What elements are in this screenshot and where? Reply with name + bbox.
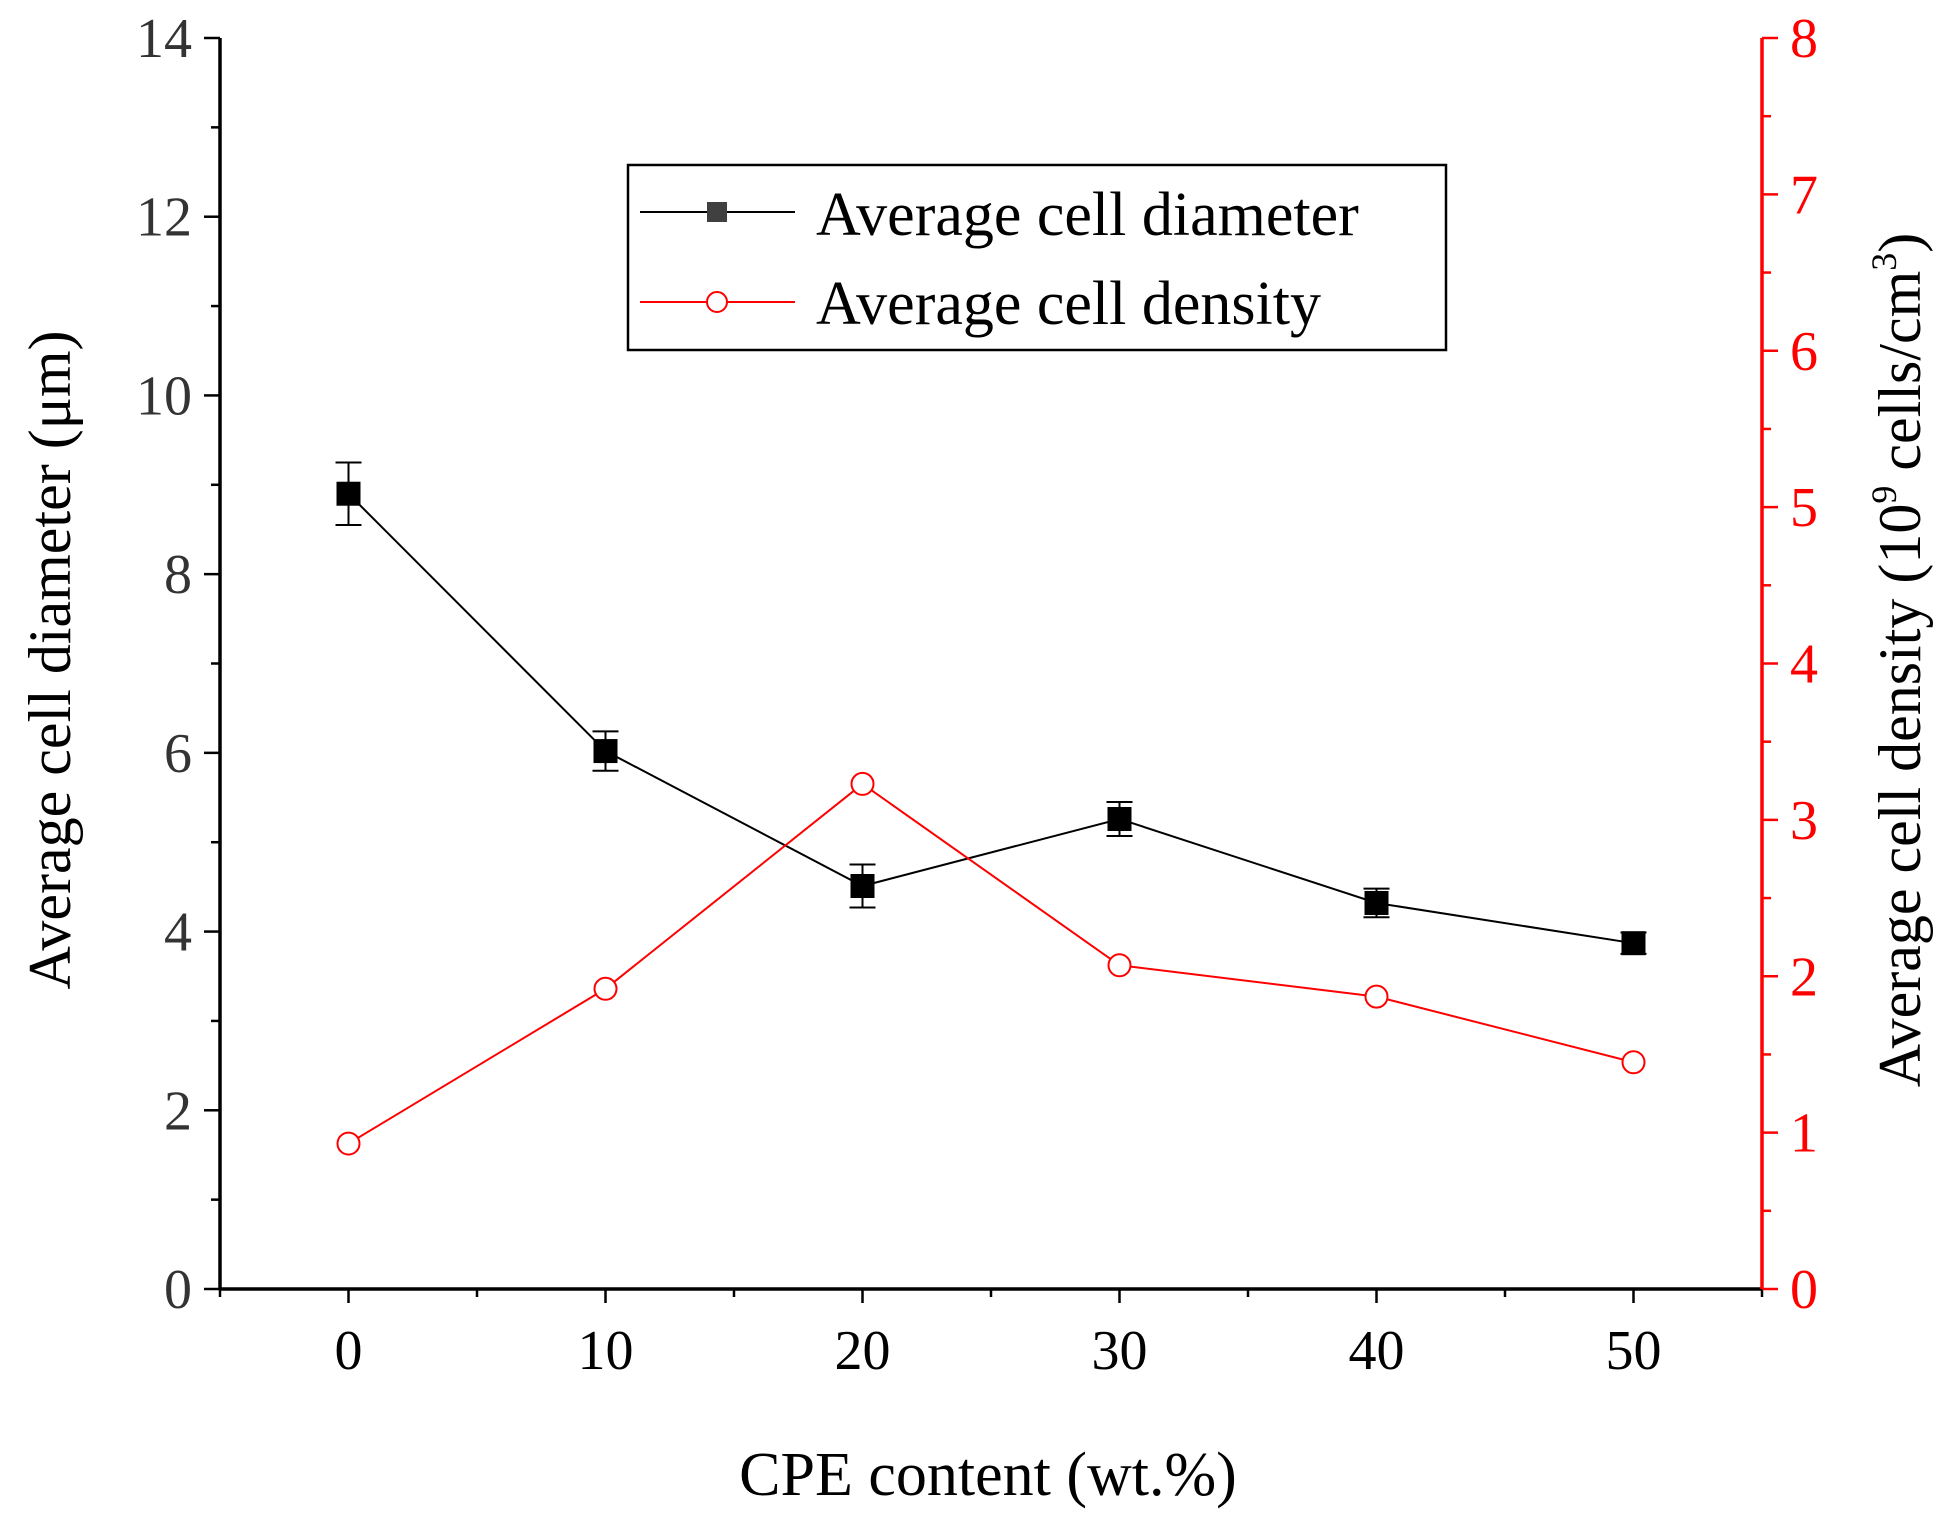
data-point-square <box>1621 931 1646 956</box>
right-y-axis-title-exponent-9: 9 <box>1864 486 1904 504</box>
legend-box <box>626 163 1448 352</box>
left-y-tick-label: 8 <box>164 544 192 606</box>
data-point-square <box>593 739 618 764</box>
right-y-tick-label: 2 <box>1790 946 1818 1008</box>
data-point-square <box>336 481 361 506</box>
right-y-tick-label: 1 <box>1790 1103 1818 1165</box>
data-point-square <box>1364 890 1389 915</box>
left-y-tick-label: 10 <box>136 365 192 427</box>
legend-marker-square <box>707 202 727 222</box>
left-y-tick-label: 0 <box>164 1259 192 1321</box>
legend-marker-circle <box>706 291 728 313</box>
data-point-circle <box>1621 1050 1646 1075</box>
x-axis-title: CPE content (wt.%) <box>739 1441 1237 1509</box>
legend: Average cell diameter Average cell densi… <box>626 163 1448 352</box>
series-line-average-cell-diameter <box>347 493 1634 945</box>
right-y-tick-label: 8 <box>1790 8 1818 70</box>
x-tick-label: 10 <box>578 1320 634 1382</box>
x-tick-label: 30 <box>1092 1320 1148 1382</box>
data-point-circle <box>593 976 618 1001</box>
data-point-square <box>850 873 875 898</box>
right-y-tick-label: 7 <box>1790 164 1818 226</box>
right-y-tick-label: 0 <box>1790 1259 1818 1321</box>
data-point-circle <box>1107 953 1132 978</box>
left-y-tick-label: 6 <box>164 723 192 785</box>
right-y-tick-label: 5 <box>1790 477 1818 539</box>
right-y-axis-title: Average cell density (109 cells/cm3) <box>1864 233 1933 1088</box>
x-tick-label: 50 <box>1606 1320 1662 1382</box>
right-y-axis-ticks: 0 1 2 3 4 5 6 7 8 <box>1762 8 1818 1321</box>
x-tick-label: 0 <box>335 1320 363 1382</box>
legend-label-diameter: Average cell diameter <box>816 181 1359 249</box>
right-y-axis-title-exponent-3: 3 <box>1864 253 1904 271</box>
x-tick-label: 20 <box>835 1320 891 1382</box>
x-tick-label: 40 <box>1349 1320 1405 1382</box>
series-layer <box>335 461 1647 1156</box>
data-point-circle <box>850 771 875 796</box>
left-y-axis-ticks: 0 2 4 6 8 10 12 14 <box>136 8 220 1321</box>
left-y-tick-label: 4 <box>164 902 192 964</box>
legend-label-density: Average cell density <box>816 270 1321 338</box>
right-y-tick-label: 4 <box>1790 634 1818 696</box>
series-line-average-cell-density <box>347 782 1634 1145</box>
right-y-axis-title-unit: cells/cm <box>1867 271 1933 486</box>
data-point-square <box>1107 806 1132 831</box>
x-axis-ticks: 0 10 20 30 40 50 <box>218 1289 1764 1382</box>
data-point-circle <box>336 1131 361 1156</box>
left-y-axis-title: Average cell diameter (μm) <box>17 330 83 989</box>
right-y-axis-title-main: Average cell density (10 <box>1867 504 1933 1088</box>
right-y-tick-label: 3 <box>1790 790 1818 852</box>
right-y-axis-title-close: ) <box>1867 233 1933 253</box>
left-y-tick-label: 2 <box>164 1080 192 1142</box>
left-y-tick-label: 12 <box>136 187 192 249</box>
data-point-circle <box>1364 984 1389 1009</box>
right-y-tick-label: 6 <box>1790 321 1818 383</box>
left-y-tick-label: 14 <box>136 8 192 70</box>
